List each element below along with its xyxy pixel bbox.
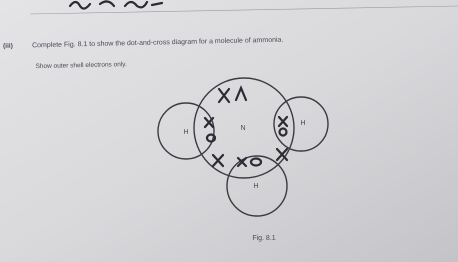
atom-label: H xyxy=(183,129,188,136)
electrons xyxy=(203,85,289,168)
handwriting xyxy=(68,0,164,10)
h-shell xyxy=(157,102,215,160)
atom-label: H xyxy=(253,183,258,190)
h-shell xyxy=(273,96,329,152)
atom-label: N xyxy=(240,125,245,132)
n-shell xyxy=(193,77,295,179)
question-number: (iii) xyxy=(3,43,13,50)
rule-line xyxy=(29,5,458,15)
h-shell xyxy=(226,155,288,217)
question-note: Show outer shell electrons only. xyxy=(35,61,127,70)
atom-label: H xyxy=(300,120,305,127)
figure-caption: Fig. 8.1 xyxy=(252,235,275,242)
